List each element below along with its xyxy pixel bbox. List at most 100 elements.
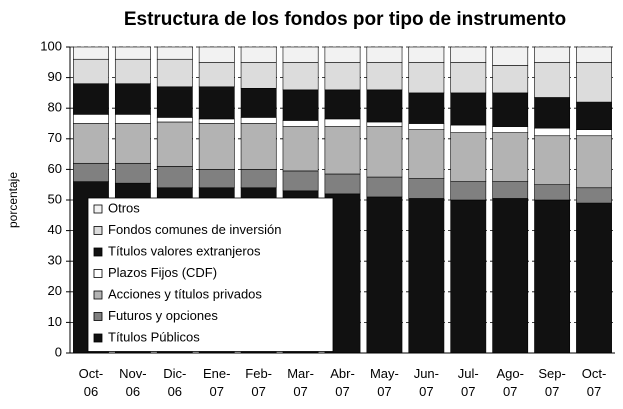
bar-segment xyxy=(366,126,403,178)
bar-segment xyxy=(534,61,571,98)
bar-segment xyxy=(240,169,277,189)
bar-segment xyxy=(114,58,151,85)
bar-segment xyxy=(366,196,403,354)
legend-label: Acciones y títulos privados xyxy=(108,286,262,301)
bar-segment xyxy=(73,46,109,60)
bar-segment xyxy=(534,127,571,137)
legend-swatch xyxy=(93,290,103,300)
bar-segment xyxy=(156,58,193,88)
bar-segment xyxy=(198,123,235,170)
bar-segment xyxy=(534,184,571,201)
legend-swatch xyxy=(93,204,103,214)
bar-segment xyxy=(114,46,151,60)
legend-swatch xyxy=(93,333,103,343)
bar-segment xyxy=(576,135,612,189)
bar-segment xyxy=(73,162,109,182)
bar-segment xyxy=(73,123,109,164)
bar-segment xyxy=(324,89,361,120)
bar-segment xyxy=(408,178,445,199)
bar-segment xyxy=(576,46,612,63)
bar-segment xyxy=(282,170,319,192)
legend-label: Futuros y opciones xyxy=(108,308,218,323)
x-tick-label: Jul-07 xyxy=(458,366,479,399)
y-tick-label: 100 xyxy=(40,38,62,53)
bar-segment xyxy=(492,132,529,182)
bar-segment xyxy=(198,61,235,88)
bar-segment xyxy=(156,117,193,123)
x-tick-label: Oct-07 xyxy=(582,366,607,399)
x-tick-label: Ago-07 xyxy=(496,366,523,399)
x-tick-label: Ene-07 xyxy=(203,366,230,399)
bar-segment xyxy=(282,126,319,172)
bar-segment xyxy=(450,92,487,126)
legend-label: Fondos comunes de inversión xyxy=(108,222,281,237)
legend-box xyxy=(87,197,334,352)
bar-segment xyxy=(492,92,529,127)
x-tick-label: May-07 xyxy=(370,366,399,399)
y-tick-label: 70 xyxy=(48,130,62,145)
bar-segment xyxy=(534,199,571,354)
legend-swatch xyxy=(93,269,103,278)
bar-segment xyxy=(156,86,193,118)
bar-segment xyxy=(324,118,361,127)
bar-segment xyxy=(114,123,151,164)
y-tick-label: 30 xyxy=(48,253,62,268)
bar-segment xyxy=(576,202,612,354)
bar-segment xyxy=(324,173,361,195)
bar-segment xyxy=(114,114,151,124)
bar-segment xyxy=(240,123,277,170)
legend-swatch xyxy=(93,247,103,257)
bar-segment xyxy=(366,61,403,91)
y-tick-label: 10 xyxy=(48,314,62,329)
legend-label: Títulos valores extranjeros xyxy=(108,243,261,258)
x-tick-label: Dic-06 xyxy=(163,366,186,399)
bar-segment xyxy=(198,118,235,124)
x-tick-label: Nov-06 xyxy=(119,366,146,399)
bar-segment xyxy=(282,120,319,127)
bar-segment xyxy=(198,169,235,189)
bar-segment xyxy=(492,126,529,133)
y-tick-label: 20 xyxy=(48,283,62,298)
bar-segment xyxy=(240,46,277,63)
bar-segment xyxy=(450,124,487,133)
bar-segment xyxy=(366,121,403,127)
legend-swatch xyxy=(93,226,103,235)
bar-segment xyxy=(282,61,319,91)
bar-segment xyxy=(73,58,109,85)
bar-segment xyxy=(156,46,193,60)
bar-segment xyxy=(450,61,487,94)
x-tick-label: Feb-07 xyxy=(245,366,272,399)
legend-swatch xyxy=(93,312,103,321)
bar-segment xyxy=(450,46,487,63)
bar-segment xyxy=(324,61,361,91)
bar-segment xyxy=(492,65,529,94)
bar-segment xyxy=(450,132,487,182)
y-tick-label: 50 xyxy=(48,191,62,206)
bar-segment xyxy=(492,46,529,66)
bar-segment xyxy=(240,88,277,118)
x-tick-label: Jun-07 xyxy=(414,366,439,399)
bar-segment xyxy=(198,46,235,63)
bar-segment xyxy=(366,176,403,198)
y-axis-label: porcentaje xyxy=(6,172,20,228)
bar-segment xyxy=(576,129,612,137)
y-tick-label: 40 xyxy=(48,222,62,237)
bar-segment xyxy=(114,162,151,184)
bar-segment xyxy=(408,198,445,354)
bar-segment xyxy=(366,89,403,123)
bar-segment xyxy=(576,61,612,103)
bar-segment xyxy=(534,135,571,186)
bar-segment xyxy=(576,187,612,204)
bar-segment xyxy=(450,181,487,201)
bar-segment xyxy=(408,123,445,130)
bar-segment xyxy=(408,61,445,94)
bar-segment xyxy=(324,126,361,175)
bar-segment xyxy=(73,83,109,115)
bar-segment xyxy=(366,46,403,63)
bar-segment xyxy=(240,61,277,89)
y-tick-label: 80 xyxy=(48,100,62,115)
bar-segment xyxy=(408,129,445,179)
x-tick-label: Abr-07 xyxy=(330,366,355,399)
